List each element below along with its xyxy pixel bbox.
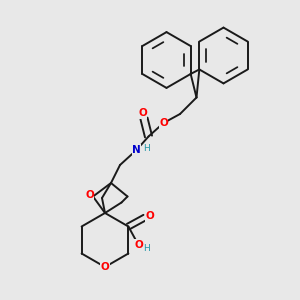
Text: N: N: [132, 145, 141, 155]
Text: H: H: [143, 244, 150, 253]
Text: O: O: [100, 262, 109, 272]
Text: H: H: [144, 144, 150, 153]
Text: O: O: [146, 211, 155, 221]
Text: O: O: [134, 239, 143, 250]
Text: O: O: [85, 190, 94, 200]
Text: O: O: [159, 118, 168, 128]
Text: O: O: [138, 108, 147, 118]
